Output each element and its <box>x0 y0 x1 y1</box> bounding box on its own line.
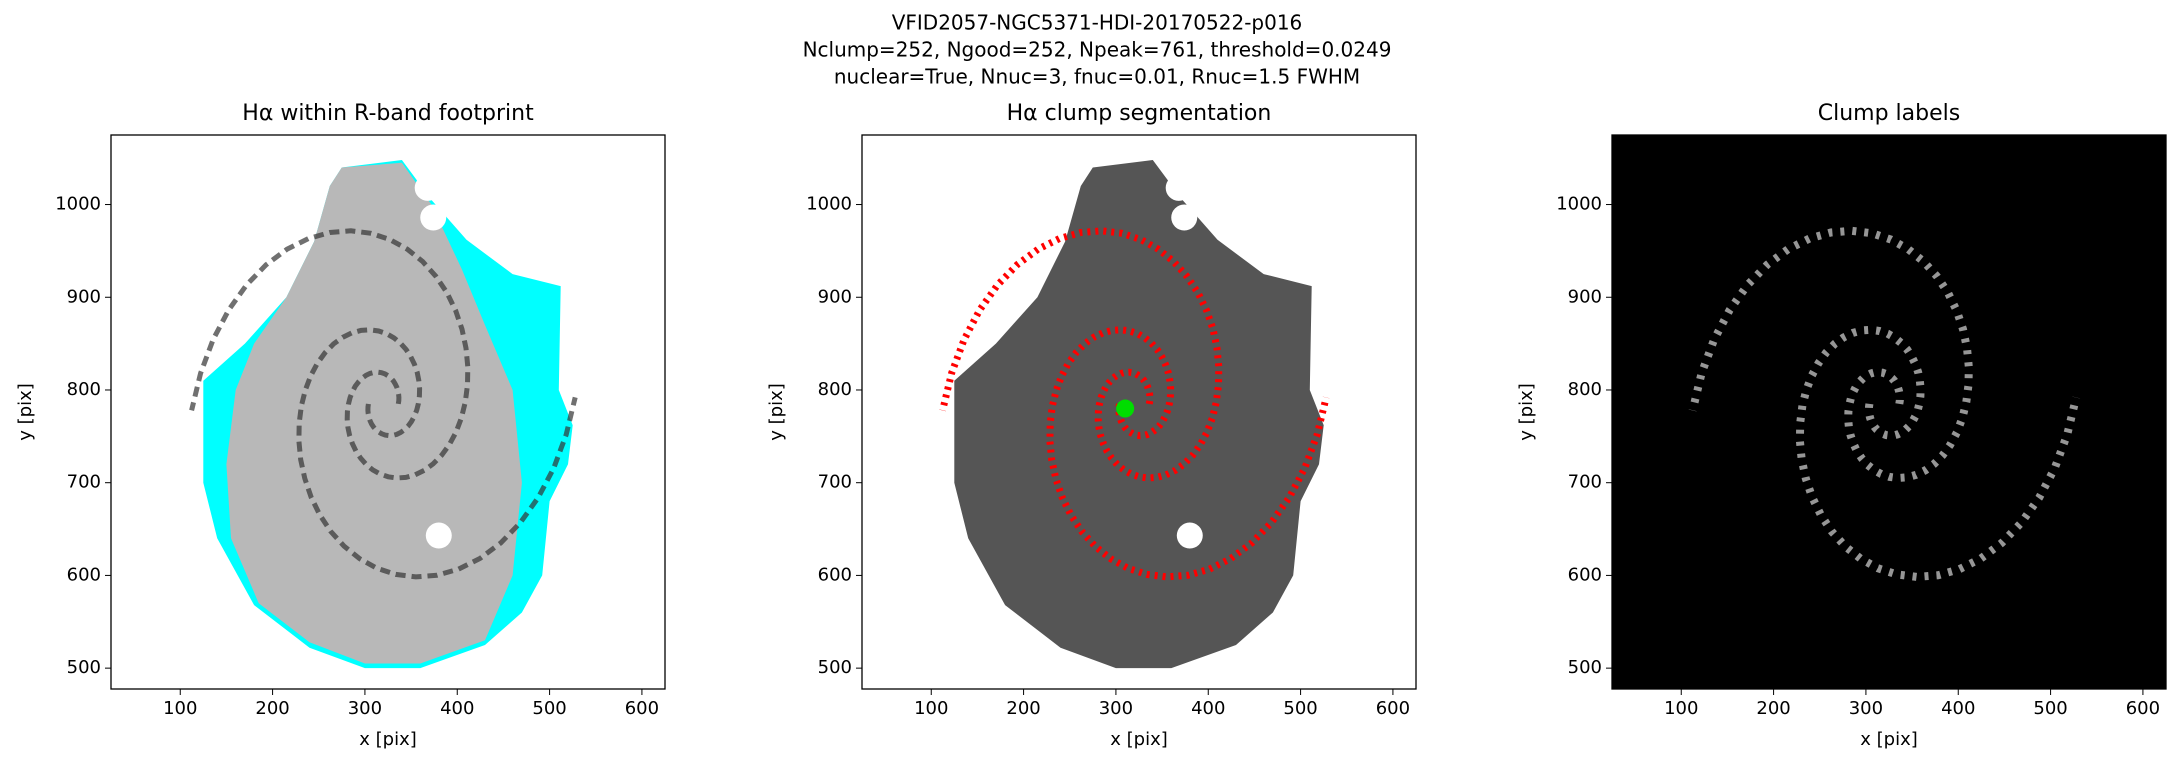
image <box>189 160 578 669</box>
panel: 100 200 300 400 500 600 500 600 700 800 900 1000 Clu… <box>1516 101 2167 750</box>
y-tick-label: 500 <box>1568 657 1602 678</box>
clump-arm <box>1046 326 1330 581</box>
masked-star <box>1176 522 1203 549</box>
axes-frame <box>861 134 1417 690</box>
y-axis-label: y [pix] <box>1516 383 1537 441</box>
panel-title: Hα clump segmentation <box>1007 101 1272 126</box>
x-tick-label: 100 <box>914 698 948 719</box>
x-axis-label: x [pix] <box>359 729 417 750</box>
y-tick-label: 800 <box>67 379 101 400</box>
y-tick-label: 800 <box>818 379 852 400</box>
y-tick-label: 600 <box>67 564 101 585</box>
y-tick-label: 500 <box>67 657 101 678</box>
clump-arm <box>939 227 1223 482</box>
x-tick-label: 200 <box>1756 698 1790 719</box>
y-tick-label: 700 <box>818 472 852 493</box>
panel-title: Clump labels <box>1818 101 1960 126</box>
x-tick-label: 500 <box>1283 698 1317 719</box>
y-tick-label: 600 <box>818 564 852 585</box>
masked-star <box>420 204 447 231</box>
y-tick-label: 900 <box>1568 286 1602 307</box>
x-tick-label: 500 <box>2033 698 2067 719</box>
suptitle: nuclear=True, Nnuc=3, fnuc=0.01, Rnuc=1.… <box>834 65 1360 89</box>
nucleus <box>1116 399 1135 418</box>
masked-star <box>425 522 452 549</box>
masked-star <box>1165 174 1192 201</box>
x-axis-label: x [pix] <box>1860 729 1918 750</box>
y-tick-label: 800 <box>1568 379 1602 400</box>
x-tick-label: 600 <box>625 698 659 719</box>
x-tick-label: 200 <box>255 698 289 719</box>
spiral-arm <box>296 327 578 580</box>
y-tick-label: 700 <box>1568 472 1602 493</box>
axes-frame <box>1611 134 2167 690</box>
y-tick-label: 600 <box>1568 564 1602 585</box>
x-tick-label: 400 <box>440 698 474 719</box>
y-tick-label: 1000 <box>1556 194 1602 215</box>
y-tick-label: 1000 <box>55 194 101 215</box>
suptitle: Nclump=252, Ngood=252, Npeak=761, thresh… <box>803 38 1392 62</box>
x-tick-label: 400 <box>1941 698 1975 719</box>
x-tick-label: 400 <box>1191 698 1225 719</box>
panel: 100 200 300 400 500 600 500 600 700 800 900 1000 Hα … <box>15 101 666 750</box>
masked-star <box>414 174 441 201</box>
y-axis-label: y [pix] <box>766 383 787 441</box>
x-tick-label: 500 <box>532 698 566 719</box>
image <box>1612 135 2166 689</box>
y-tick-label: 900 <box>818 286 852 307</box>
x-tick-label: 300 <box>348 698 382 719</box>
image <box>939 160 1330 669</box>
y-tick-label: 700 <box>67 472 101 493</box>
y-tick-label: 900 <box>67 286 101 307</box>
galaxy <box>226 162 522 664</box>
background <box>1612 135 2166 689</box>
masked-star <box>1171 204 1198 231</box>
panel: 100 200 300 400 500 600 500 600 700 800 900 1000 Hα … <box>766 101 1417 750</box>
y-tick-label: 500 <box>818 657 852 678</box>
x-tick-label: 300 <box>1099 698 1133 719</box>
x-axis-label: x [pix] <box>1110 729 1168 750</box>
x-tick-label: 100 <box>1664 698 1698 719</box>
axes-frame <box>110 134 666 690</box>
spiral-arm <box>189 228 471 481</box>
suptitle: VFID2057-NGC5371-HDI-20170522-p016 <box>892 11 1303 35</box>
x-tick-label: 600 <box>1376 698 1410 719</box>
clump-arm <box>1688 226 1973 483</box>
y-tick-label: 1000 <box>806 194 852 215</box>
clump-arm <box>1795 325 2081 581</box>
x-tick-label: 300 <box>1849 698 1883 719</box>
y-axis-label: y [pix] <box>15 383 36 441</box>
galaxy <box>954 160 1324 669</box>
panel-title: Hα within R-band footprint <box>242 101 534 126</box>
x-tick-label: 200 <box>1006 698 1040 719</box>
x-tick-label: 100 <box>163 698 197 719</box>
x-tick-label: 600 <box>2126 698 2160 719</box>
